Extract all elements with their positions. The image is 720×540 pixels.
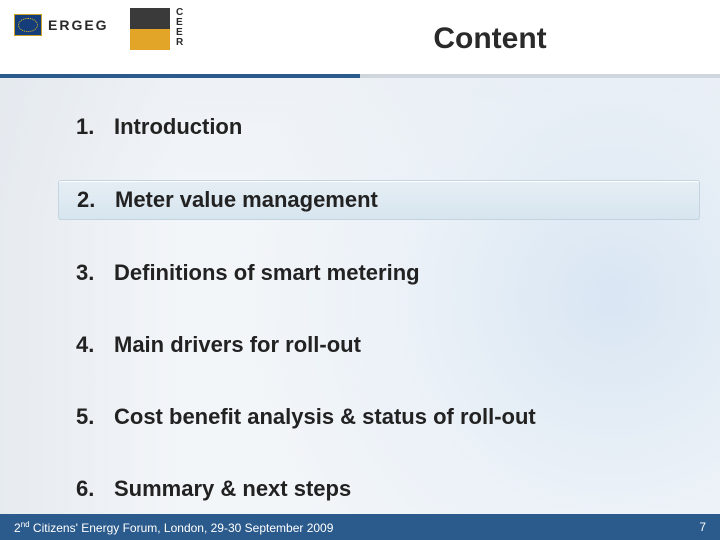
ceer-letters: C E E R	[176, 8, 184, 48]
item-text: Introduction	[114, 114, 242, 140]
item-number: 6.	[76, 476, 102, 502]
item-number: 5.	[76, 404, 102, 430]
ergeg-wordmark: ERGEG	[48, 17, 109, 33]
list-item: 6. Summary & next steps	[72, 470, 680, 508]
eu-flag-icon	[14, 14, 42, 36]
footer: 2nd Citizens' Energy Forum, London, 29-3…	[0, 514, 720, 540]
logo-ergeg: ERGEG	[14, 14, 109, 36]
item-number: 2.	[77, 187, 103, 213]
item-number: 1.	[76, 114, 102, 140]
footer-ordinal-sup: nd	[21, 520, 30, 529]
footer-rest: Citizens' Energy Forum, London, 29-30 Se…	[30, 521, 334, 535]
content-list: 1. Introduction 2. Meter value managemen…	[72, 108, 680, 540]
item-text: Main drivers for roll-out	[114, 332, 361, 358]
list-item: 4. Main drivers for roll-out	[72, 326, 680, 364]
footer-left: 2nd Citizens' Energy Forum, London, 29-3…	[14, 520, 333, 535]
item-text: Summary & next steps	[114, 476, 351, 502]
ceer-letter: R	[176, 38, 184, 48]
page-title: Content	[300, 22, 680, 56]
header: ERGEG C E E R Content	[0, 0, 720, 78]
ceer-swatch-icon	[130, 8, 170, 50]
item-text: Meter value management	[115, 187, 378, 213]
item-text: Definitions of smart metering	[114, 260, 420, 286]
footer-ordinal-prefix: 2	[14, 521, 21, 535]
logo-ceer: C E E R	[130, 8, 184, 50]
slide: ERGEG C E E R Content 1. Introduction 2.…	[0, 0, 720, 540]
item-number: 4.	[76, 332, 102, 358]
page-number: 7	[699, 520, 706, 534]
list-item-highlighted: 2. Meter value management	[58, 180, 700, 220]
list-item: 3. Definitions of smart metering	[72, 254, 680, 292]
item-text: Cost benefit analysis & status of roll-o…	[114, 404, 536, 430]
item-number: 3.	[76, 260, 102, 286]
list-item: 5. Cost benefit analysis & status of rol…	[72, 398, 680, 436]
list-item: 1. Introduction	[72, 108, 680, 146]
